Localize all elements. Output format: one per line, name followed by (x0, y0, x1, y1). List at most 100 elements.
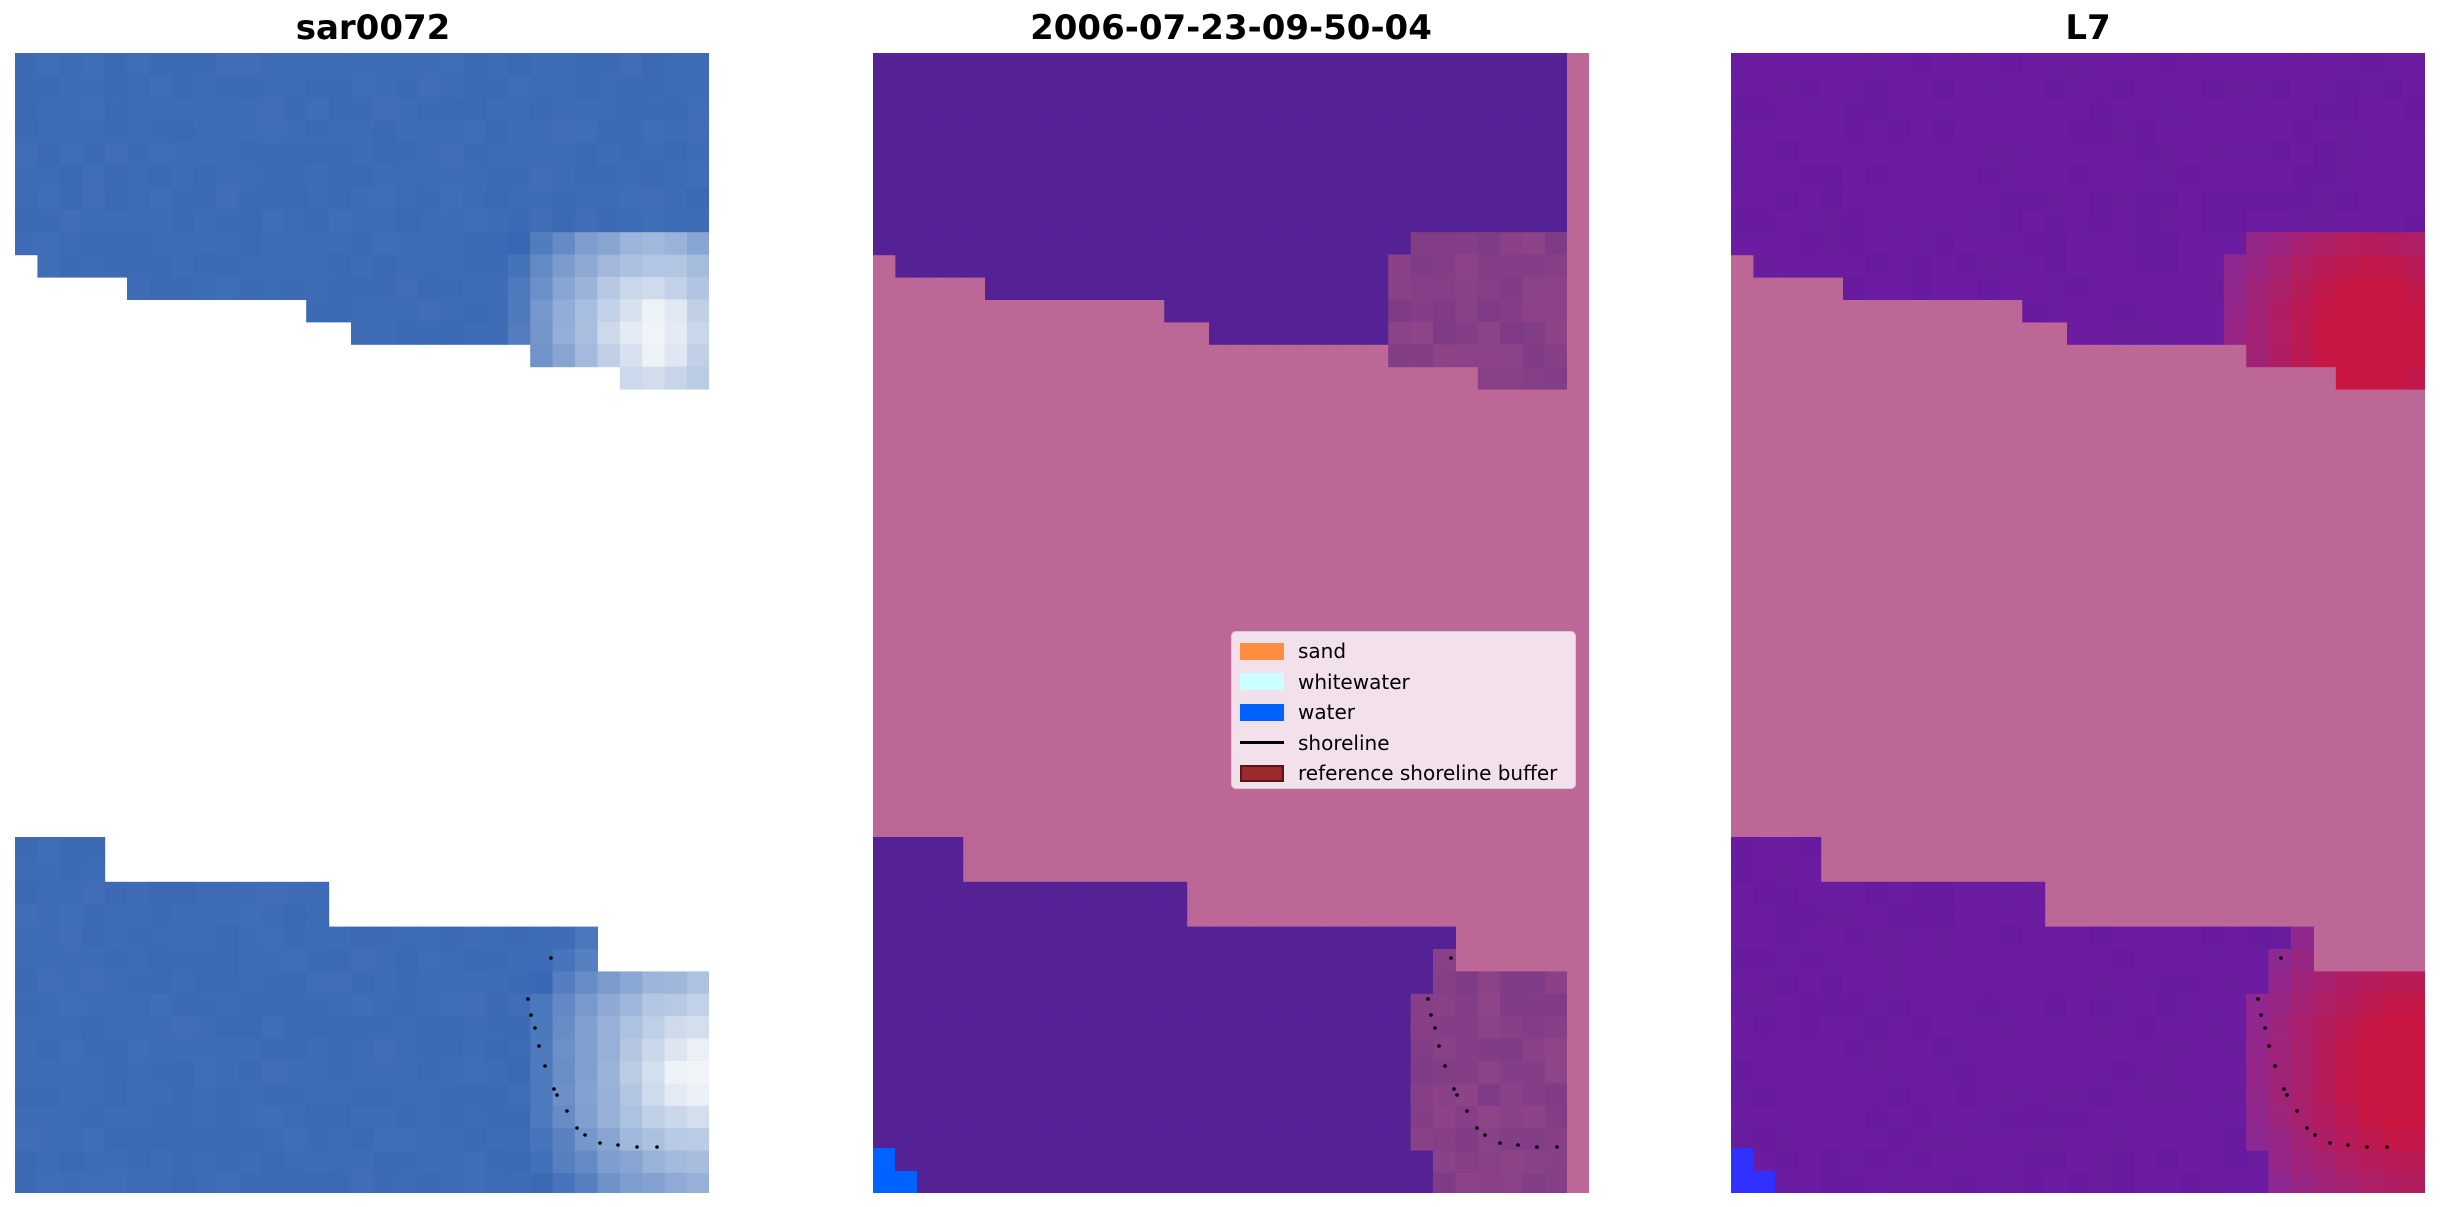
rgb-pixel (171, 881, 195, 905)
mndwi-pixel (2223, 120, 2247, 144)
class-pixel (1388, 949, 1412, 972)
class-pixel (1164, 1061, 1188, 1084)
mndwi-pixel (2246, 277, 2270, 300)
rgb-pixel (37, 993, 61, 1017)
class-pixel (1074, 904, 1098, 928)
rgb-pixel (530, 1083, 554, 1107)
legend-label-water: water (1298, 700, 1355, 725)
rgb-pixel (575, 1061, 598, 1084)
rgb-pixel (37, 1128, 61, 1152)
class-pixel (1052, 187, 1076, 211)
mndwi-pixel (2358, 993, 2382, 1017)
rgb-pixel (328, 299, 352, 323)
rgb-pixel (507, 1038, 531, 1062)
mndwi-pixel (2156, 1083, 2180, 1107)
mndwi-pixel (1775, 209, 1799, 233)
rgb-pixel (283, 904, 307, 928)
class-pixel (1141, 97, 1165, 121)
class-pixel (1074, 881, 1098, 905)
class-pixel (1029, 232, 1053, 256)
rgb-pixel (575, 1128, 598, 1152)
rgb-pixel (552, 1173, 576, 1193)
class-pixel (1186, 949, 1210, 972)
class-pixel (1231, 1128, 1255, 1152)
mndwi-pixel (2268, 1038, 2292, 1062)
class-pixel (1365, 75, 1389, 99)
rgb-pixel (687, 1061, 709, 1084)
rgb-pixel (664, 366, 688, 390)
mndwi-pixel (1731, 837, 1754, 860)
rgb-pixel (507, 1105, 531, 1129)
class-pixel (1365, 949, 1389, 972)
rgb-pixel (507, 1083, 531, 1107)
mndwi-pixel (1865, 232, 1889, 256)
mndwi-pixel (2111, 53, 2135, 76)
class-pixel (1052, 881, 1076, 905)
shoreline-point (1437, 1044, 1441, 1048)
rgb-pixel (597, 1061, 621, 1084)
shoreline-point (552, 1087, 556, 1091)
class-pixel (1321, 97, 1344, 121)
rgb-pixel (15, 120, 38, 144)
mndwi-pixel (2335, 120, 2359, 144)
rgb-pixel (351, 209, 374, 233)
class-pixel (1321, 1150, 1344, 1174)
rgb-pixel (597, 277, 621, 300)
mndwi-pixel (2268, 1150, 2292, 1174)
mndwi-pixel (2067, 75, 2090, 99)
class-pixel (917, 971, 941, 995)
rgb-pixel (216, 904, 240, 928)
rgb-pixel (15, 881, 38, 905)
class-pixel (1253, 321, 1277, 345)
rgb-pixel (127, 1128, 150, 1152)
mndwi-pixel (2268, 277, 2292, 300)
rgb-pixel (283, 187, 307, 211)
class-pixel (1164, 1105, 1188, 1129)
rgb-pixel (59, 209, 83, 233)
mndwi-pixel (1820, 1105, 1844, 1129)
mndwi-pixel (1843, 881, 1866, 905)
class-pixel (1007, 187, 1031, 211)
rgb-pixel (664, 97, 688, 121)
mndwi-pixel (2022, 254, 2046, 278)
rgb-pixel (216, 881, 240, 905)
class-pixel (985, 187, 1008, 211)
mndwi-pixel (2223, 187, 2247, 211)
mndwi-pixel (2313, 187, 2337, 211)
mndwi-pixel (1887, 53, 1911, 76)
classification-image-panel (873, 53, 1589, 1193)
class-pixel (917, 165, 941, 188)
rgb-pixel (395, 53, 419, 76)
rgb-pixel (306, 1150, 330, 1174)
rgb-pixel (283, 1173, 307, 1193)
mndwi-pixel (1843, 53, 1866, 76)
class-pixel (895, 859, 919, 883)
class-pixel (1500, 277, 1524, 300)
class-pixel (1253, 254, 1277, 278)
rgb-pixel (440, 232, 464, 256)
rgb-pixel (104, 926, 128, 950)
rgb-pixel (261, 142, 285, 166)
rgb-pixel (283, 1128, 307, 1152)
class-pixel (1410, 1128, 1434, 1152)
class-pixel (1455, 1128, 1479, 1152)
rgb-pixel (552, 187, 576, 211)
class-pixel (1141, 53, 1165, 76)
rgb-pixel (619, 1173, 643, 1193)
rgb-pixel (619, 53, 643, 76)
class-pixel (1410, 299, 1434, 323)
class-pixel (1545, 1083, 1568, 1107)
rgb-pixel (463, 75, 486, 99)
rgb-pixel (82, 1061, 106, 1084)
mndwi-pixel (2201, 1016, 2225, 1040)
mndwi-pixel (1955, 926, 1978, 950)
rgb-pixel (261, 1105, 285, 1129)
legend-item-shoreline: shoreline (1232, 728, 1575, 759)
mndwi-pixel (1910, 53, 1934, 76)
class-pixel (1298, 926, 1322, 950)
rgb-pixel (127, 1083, 150, 1107)
rgb-pixel (530, 926, 554, 950)
class-pixel (1029, 993, 1053, 1017)
rgb-pixel (104, 1128, 128, 1152)
class-pixel (1545, 1128, 1568, 1152)
